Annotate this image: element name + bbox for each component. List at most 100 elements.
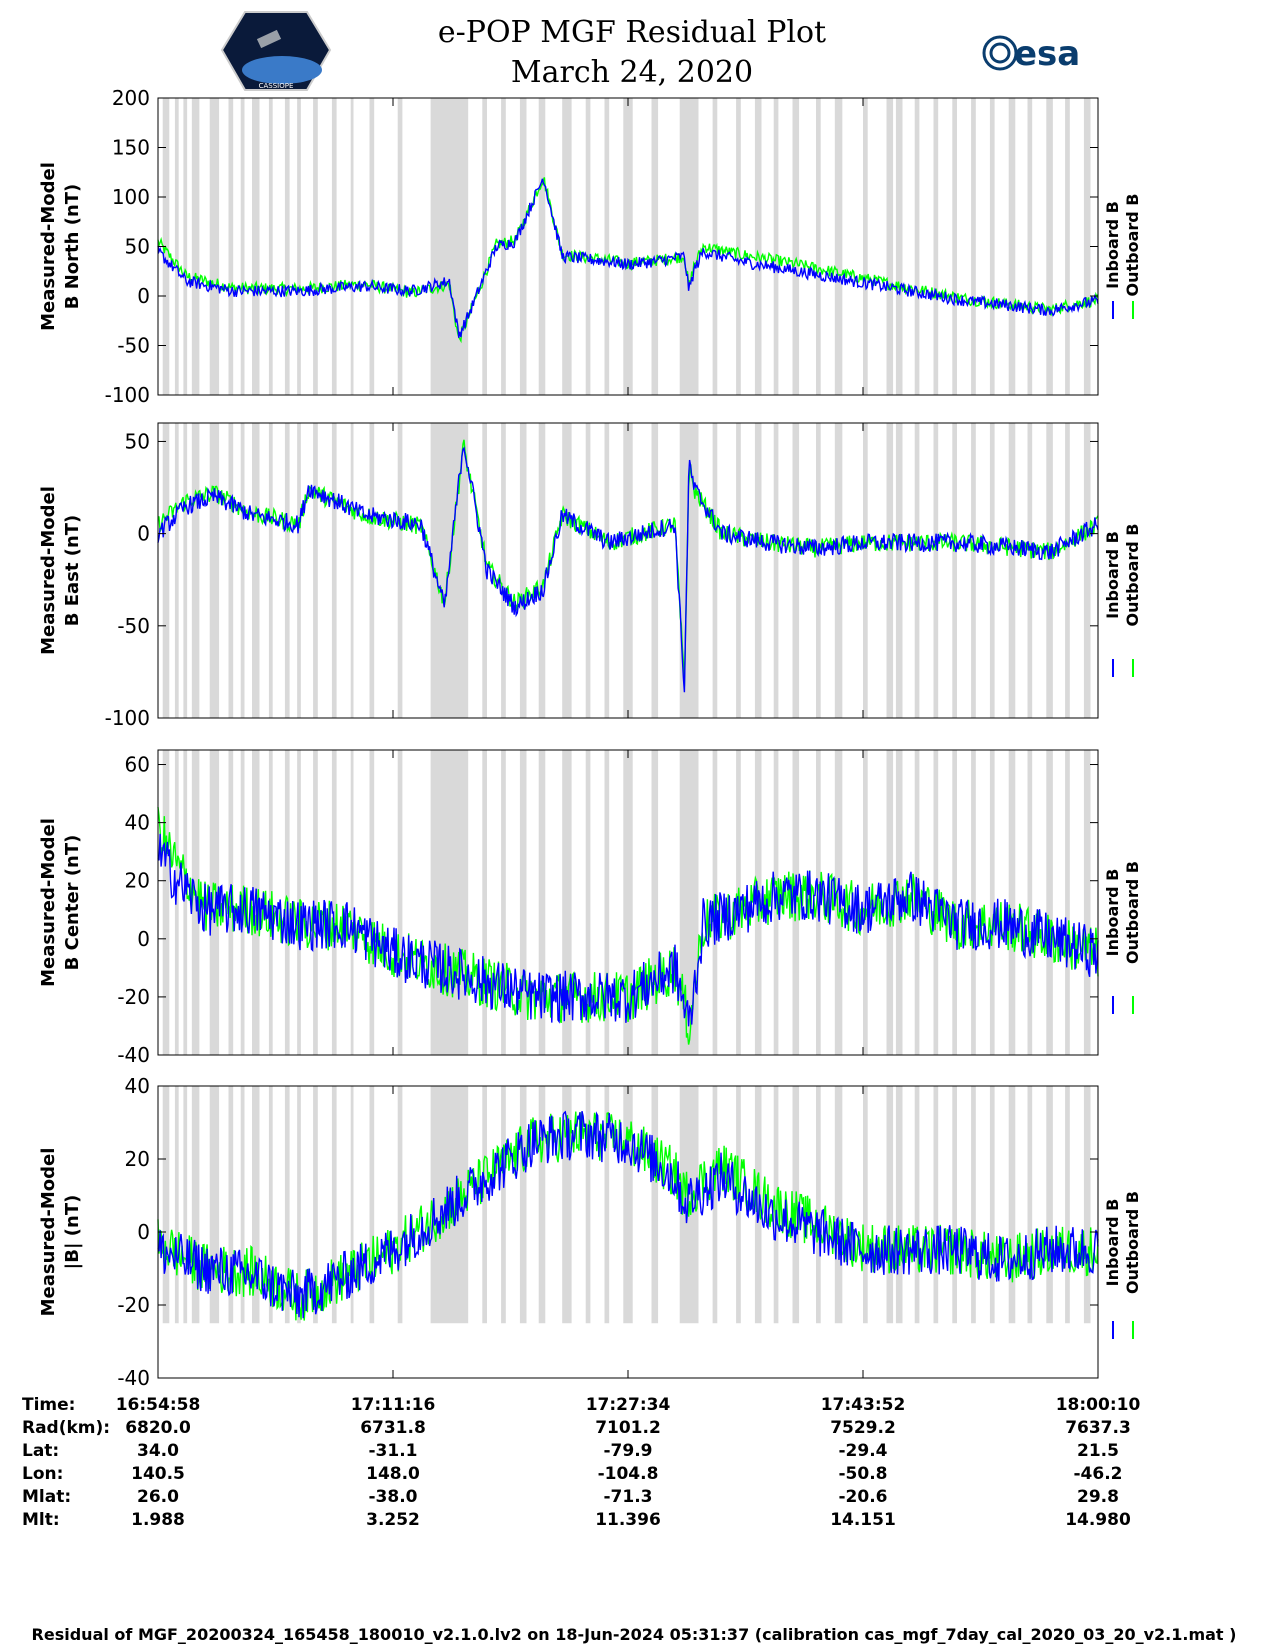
y-tick-label: -50 bbox=[117, 614, 150, 638]
gap-band bbox=[397, 1086, 403, 1324]
gap-band bbox=[562, 98, 572, 395]
legend-entry-outboard: Outboard B bbox=[1123, 524, 1142, 627]
esa-logo-text: esa bbox=[1014, 34, 1080, 74]
gap-band bbox=[519, 750, 527, 1055]
gap-band bbox=[1065, 98, 1070, 395]
y-tick-label: 20 bbox=[125, 869, 150, 893]
gap-band bbox=[863, 1086, 868, 1324]
gap-band bbox=[183, 98, 188, 395]
gap-band bbox=[1046, 750, 1053, 1055]
gap-band bbox=[228, 98, 234, 395]
table-cell: 148.0 bbox=[366, 1464, 420, 1484]
gap-band bbox=[482, 1086, 487, 1324]
table-cell: 7101.2 bbox=[595, 1418, 661, 1438]
orbit-info-table: Time: Rad(km): Lat: Lon: Mlat: Mlt: 16:54:58 68… bbox=[22, 1395, 1140, 1530]
gap-band bbox=[209, 750, 220, 1055]
gap-band bbox=[313, 1086, 318, 1324]
gap-band bbox=[284, 1086, 290, 1324]
gap-band bbox=[538, 423, 546, 718]
gap-band bbox=[313, 423, 318, 718]
table-cell: 3.252 bbox=[366, 1510, 420, 1530]
table-cell: 6731.8 bbox=[360, 1418, 426, 1438]
gap-band bbox=[952, 750, 957, 1055]
gap-band bbox=[971, 98, 976, 395]
gap-band bbox=[651, 423, 659, 718]
gap-band bbox=[1065, 423, 1070, 718]
series-line-inboard bbox=[157, 1110, 1099, 1319]
gap-band bbox=[1083, 98, 1091, 395]
table-row-label: Time: bbox=[22, 1395, 75, 1415]
gap-band bbox=[397, 750, 403, 1055]
gap-band bbox=[252, 98, 260, 395]
table-cell: 29.8 bbox=[1077, 1487, 1119, 1507]
table-cell: 26.0 bbox=[137, 1487, 179, 1507]
esa-logo: esa bbox=[982, 34, 1080, 74]
gap-band bbox=[604, 1086, 610, 1324]
y-tick-label: -50 bbox=[117, 334, 150, 358]
panel-1: -100 -50 0 50 100 150 200 Measured-Model B North… bbox=[38, 86, 1142, 407]
gap-band bbox=[240, 423, 245, 718]
gap-band bbox=[268, 750, 273, 1055]
gap-band bbox=[1083, 750, 1091, 1055]
gap-band bbox=[679, 423, 699, 718]
gap-band bbox=[651, 1086, 659, 1324]
gap-band bbox=[895, 423, 903, 718]
gap-band bbox=[1008, 750, 1016, 1055]
gap-band bbox=[623, 1086, 633, 1324]
gap-band bbox=[228, 1086, 234, 1324]
table-cell: 17:43:52 bbox=[821, 1395, 906, 1415]
gap-band bbox=[284, 423, 290, 718]
footer-text: Residual of MGF_20200324_165458_180010_v… bbox=[32, 1625, 1237, 1644]
gap-band bbox=[228, 423, 234, 718]
plot-title-line1: e-POP MGF Residual Plot bbox=[438, 15, 826, 50]
gap-band bbox=[562, 423, 572, 718]
legend-entry-outboard: Outboard B bbox=[1123, 861, 1142, 964]
legend-entry-inboard: Inboard B bbox=[1103, 201, 1122, 289]
gap-band bbox=[623, 423, 633, 718]
series-line-outboard bbox=[157, 439, 1099, 687]
gap-band bbox=[585, 423, 591, 718]
gap-band bbox=[209, 1086, 220, 1324]
series-line-inboard bbox=[157, 178, 1099, 338]
panel-2: -100 -50 0 50 Measured-Model B East (nT) Inboa… bbox=[38, 422, 1142, 730]
gap-band bbox=[191, 423, 200, 718]
gap-band bbox=[174, 98, 179, 395]
gap-band bbox=[350, 750, 354, 1055]
gap-band bbox=[562, 1086, 572, 1324]
y-tick-label: -40 bbox=[117, 1366, 150, 1390]
gap-band bbox=[538, 750, 546, 1055]
gap-band bbox=[284, 98, 290, 395]
y-axis-label: Measured-Model B Center (nT) bbox=[38, 818, 83, 987]
table-row-label: Lat: bbox=[22, 1441, 59, 1461]
gap-band bbox=[834, 750, 843, 1055]
gap-band bbox=[331, 750, 337, 1055]
gap-band bbox=[1027, 750, 1033, 1055]
gap-band bbox=[331, 1086, 337, 1324]
table-row-label: Lon: bbox=[22, 1464, 63, 1484]
table-cell: 18:00:10 bbox=[1056, 1395, 1141, 1415]
gap-band bbox=[816, 1086, 821, 1324]
y-tick-label: -100 bbox=[105, 383, 150, 407]
gap-band bbox=[1027, 1086, 1033, 1324]
gap-band bbox=[933, 1086, 939, 1324]
y-tick-label: -100 bbox=[105, 706, 150, 730]
table-cell: 14.151 bbox=[830, 1510, 896, 1530]
y-tick-label: 0 bbox=[137, 927, 150, 951]
gap-band bbox=[952, 423, 957, 718]
gap-band bbox=[1027, 98, 1033, 395]
gap-band bbox=[297, 1086, 301, 1324]
table-cell: 7637.3 bbox=[1065, 1418, 1131, 1438]
y-tick-label: 40 bbox=[125, 1074, 150, 1098]
panel-4: -40 -20 0 20 40 Measured-Model |B| (nT) Inboard… bbox=[38, 1074, 1142, 1390]
table-cell: 21.5 bbox=[1077, 1441, 1119, 1461]
gap-band bbox=[562, 750, 572, 1055]
gap-band bbox=[604, 423, 610, 718]
gap-band bbox=[482, 98, 487, 395]
gap-band bbox=[834, 98, 843, 395]
gap-band bbox=[651, 750, 659, 1055]
gap-band bbox=[754, 98, 762, 395]
gap-band bbox=[538, 98, 546, 395]
gap-band bbox=[297, 423, 301, 718]
gap-band bbox=[933, 423, 939, 718]
